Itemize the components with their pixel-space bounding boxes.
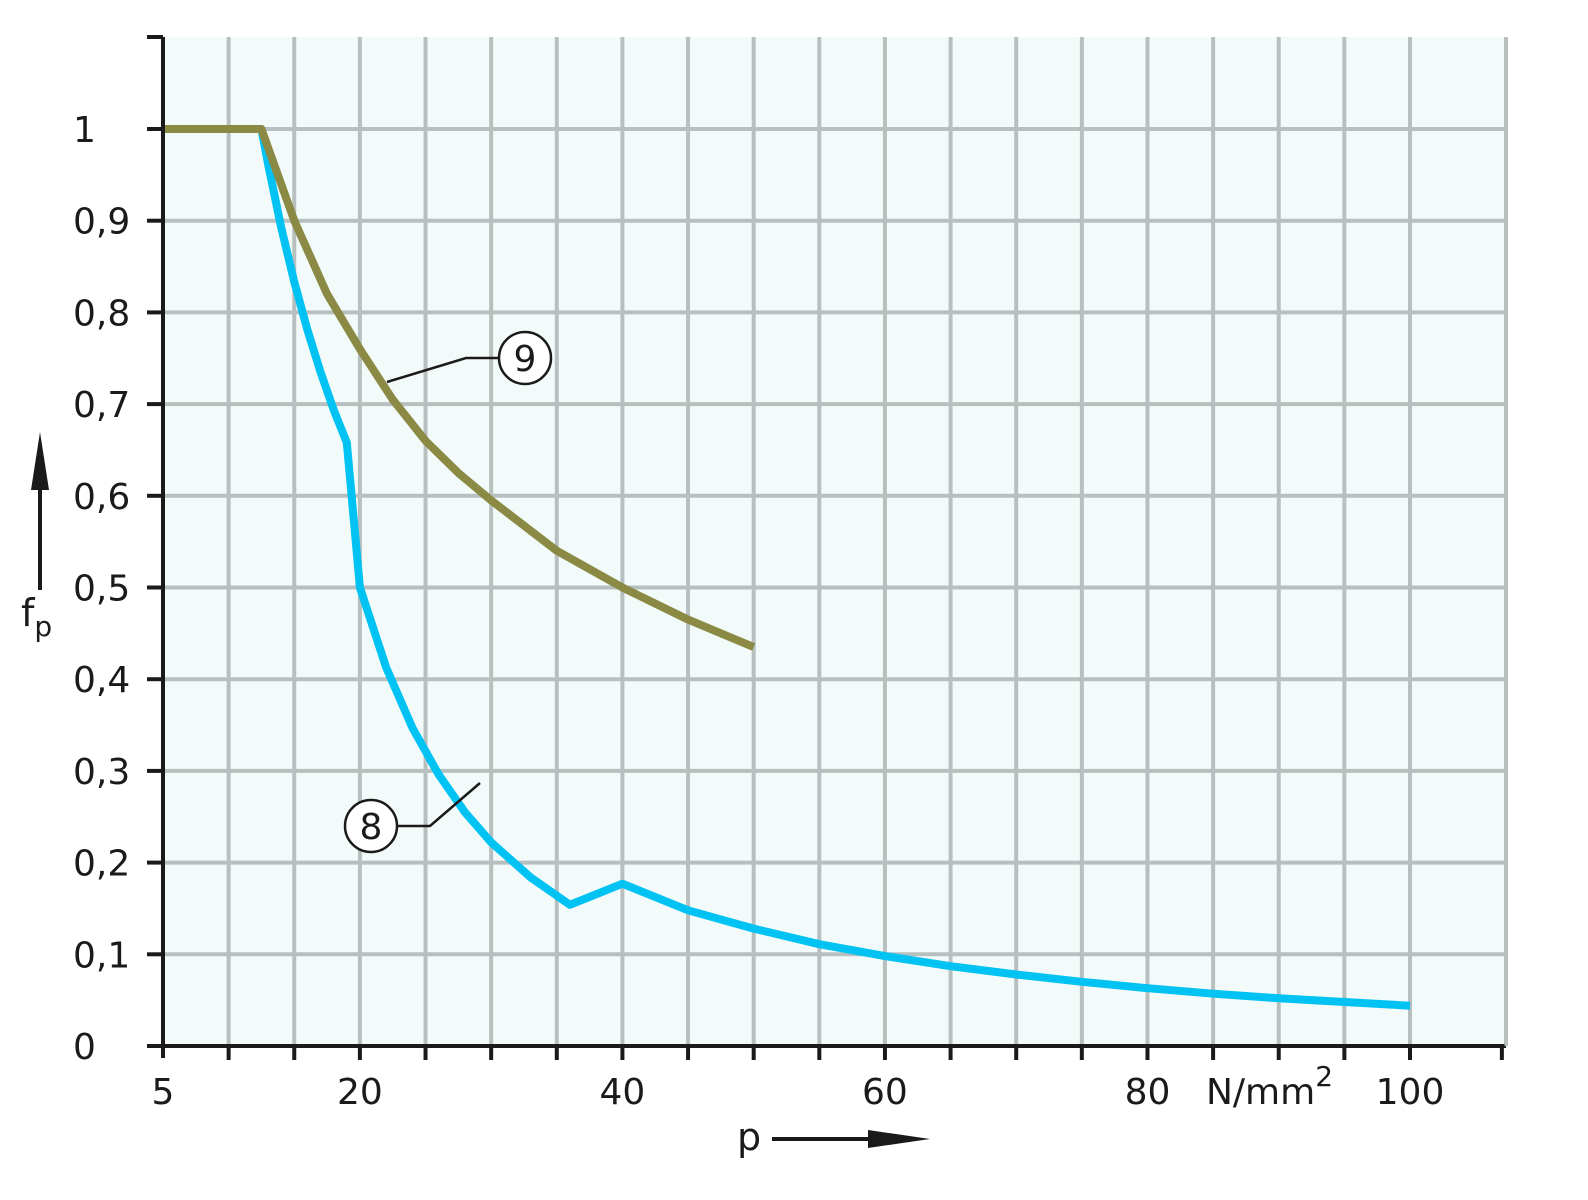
x-tick-label: 80: [1125, 1072, 1171, 1113]
callout-9: 9: [386, 330, 553, 386]
grid: [163, 37, 1508, 1046]
y-axis-label-sub: p: [34, 610, 52, 643]
y-tick-label: 0,2: [73, 844, 130, 885]
tick-labels: 0 0,1 0,2 0,3 0,4 0,5 0,6 0,7 0,8 0,9 1 5 20 40 60 80 10…: [73, 110, 1444, 1113]
x-tick-label: 60: [862, 1072, 908, 1113]
x-unit-text: N/mm: [1206, 1072, 1315, 1113]
y-tick-label: 0,6: [73, 477, 130, 518]
x-axis-label: p: [737, 1115, 761, 1159]
x-unit-label: N/mm2: [1206, 1060, 1333, 1113]
y-tick-label: 0,5: [73, 569, 130, 610]
y-tick-label: 0,4: [73, 660, 130, 701]
y-tick-label: 0,9: [73, 202, 130, 243]
callout-8-label: 8: [360, 807, 383, 848]
y-tick-label: 1: [73, 110, 96, 151]
plot-background: [163, 37, 1506, 1046]
callout-8: 8: [343, 782, 481, 854]
callout-9-label: 9: [514, 339, 537, 380]
callouts: 98: [343, 330, 553, 854]
y-axis-label-main: f: [21, 591, 36, 635]
axes: [147, 35, 1508, 1060]
series-line-9: [163, 125, 756, 651]
y-tick-label: 0,7: [73, 385, 130, 426]
x-axis-arrow: [772, 1130, 930, 1148]
x-unit-superscript: 2: [1315, 1060, 1333, 1093]
series-layer: [163, 125, 1411, 1010]
y-tick-label: 0: [73, 1027, 96, 1068]
y-tick-label: 0,3: [73, 752, 130, 793]
y-tick-label: 0,1: [73, 935, 130, 976]
series-line-8: [163, 125, 1411, 1010]
x-tick-label: 20: [337, 1072, 383, 1113]
x-tick-label: 5: [152, 1072, 175, 1113]
y-axis-label: fp: [21, 591, 52, 643]
x-tick-label: 40: [600, 1072, 646, 1113]
y-tick-label: 0,8: [73, 293, 130, 334]
y-axis-arrow: [31, 432, 49, 590]
x-tick-label: 100: [1376, 1072, 1445, 1113]
